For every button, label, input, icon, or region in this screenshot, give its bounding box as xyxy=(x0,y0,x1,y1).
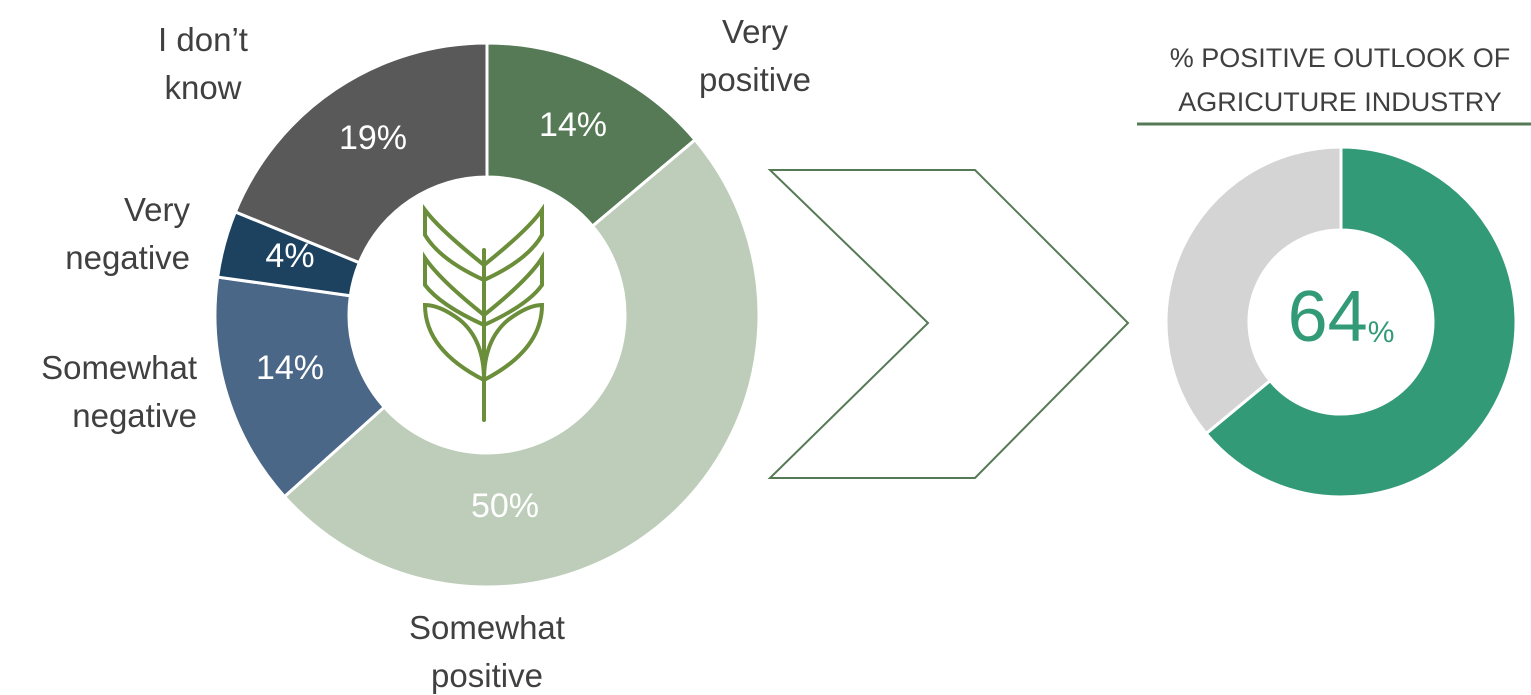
category-label: Very negative xyxy=(65,191,190,276)
unit: % xyxy=(1368,316,1395,349)
arrow-chevron xyxy=(767,169,1130,479)
donut-1: 14% 50% 14% 4% 19% xyxy=(213,41,761,589)
wheat-icon xyxy=(422,203,545,422)
chart-title: % POSITIVE OUTLOOK OF AGRICUTURE INDUSTR… xyxy=(1169,43,1511,117)
slice xyxy=(485,41,698,229)
slice xyxy=(233,41,489,265)
value-label: 19% xyxy=(339,119,407,157)
value-label: 14% xyxy=(539,106,607,144)
category-label: I don’t know xyxy=(158,21,248,106)
category-label: Somewhat negative xyxy=(41,349,197,434)
slice xyxy=(282,137,761,589)
value-label: 4% xyxy=(265,237,314,275)
center-value: 64% xyxy=(1288,277,1395,357)
slice xyxy=(213,275,387,499)
slice xyxy=(1204,145,1518,499)
slice xyxy=(1164,145,1343,436)
category-label: Somewhat positive xyxy=(409,609,565,694)
donut-2: 64% xyxy=(1164,145,1518,499)
category-label: Very positive xyxy=(699,13,811,98)
value-label: 50% xyxy=(471,487,539,525)
value-label: 14% xyxy=(256,349,324,387)
value-label: 64 xyxy=(1288,277,1368,357)
